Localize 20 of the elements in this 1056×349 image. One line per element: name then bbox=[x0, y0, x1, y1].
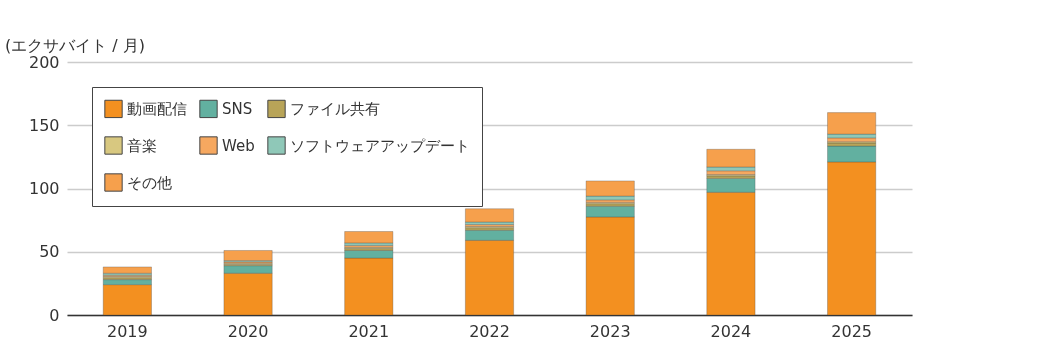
x-tick-label: 2025 bbox=[831, 321, 872, 341]
x-tick-label: 2019 bbox=[107, 321, 148, 341]
legend-label: SNS bbox=[222, 99, 253, 118]
x-tick-label: 2023 bbox=[589, 321, 631, 341]
x-tick-label: 2024 bbox=[710, 321, 752, 341]
y-tick-label: 100 bbox=[28, 179, 60, 198]
x-tick-label: 2021 bbox=[348, 321, 390, 341]
y-tick-label: 200 bbox=[28, 52, 60, 72]
legend-label: Web bbox=[222, 136, 255, 155]
legend-label: その他 bbox=[127, 173, 172, 192]
legend-label: ソフトウェアアップデート bbox=[290, 136, 470, 155]
y-tick-label: 150 bbox=[28, 115, 60, 135]
legend-label: 動画配信 bbox=[127, 99, 187, 118]
y-tick-label: 0 bbox=[49, 305, 60, 325]
legend-label: 音楽 bbox=[127, 136, 157, 155]
x-tick-label: 2020 bbox=[227, 321, 269, 341]
y-tick-label: 50 bbox=[39, 242, 60, 262]
x-tick-label: 2022 bbox=[469, 321, 510, 341]
legend-label: ファイル共有 bbox=[290, 99, 380, 118]
y-axis-title: (エクサバイト / 月) bbox=[5, 36, 146, 55]
